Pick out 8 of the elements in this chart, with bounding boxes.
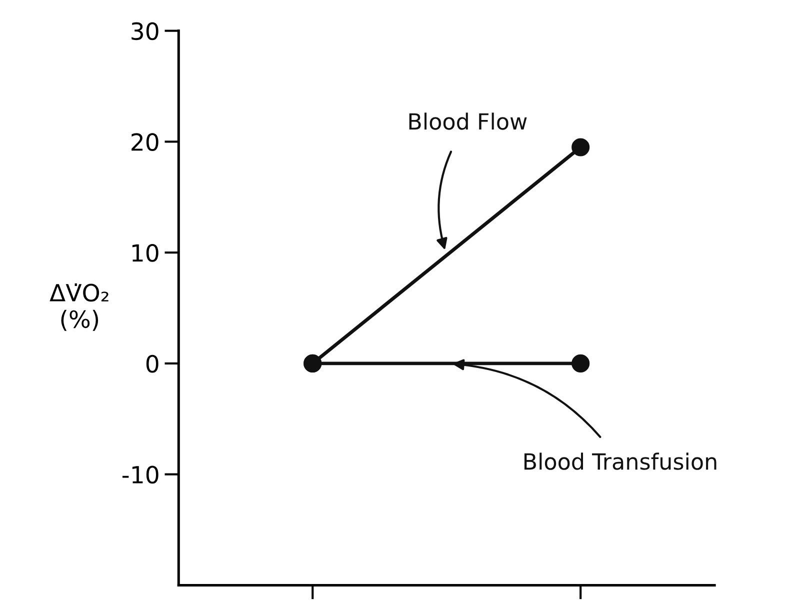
text: Blood Flow bbox=[409, 112, 527, 130]
y-tick-label: 10 bbox=[132, 244, 158, 262]
y-tick-label: 20 bbox=[132, 133, 158, 151]
y-axis-title: ΔV̇O₂ (%) bbox=[50, 283, 108, 331]
y-tick-label: 0 bbox=[146, 354, 158, 373]
y-tick-label: -10 bbox=[122, 466, 158, 484]
y-tick-label: 30 bbox=[132, 22, 158, 40]
text: Blood Transfusion bbox=[524, 452, 716, 470]
